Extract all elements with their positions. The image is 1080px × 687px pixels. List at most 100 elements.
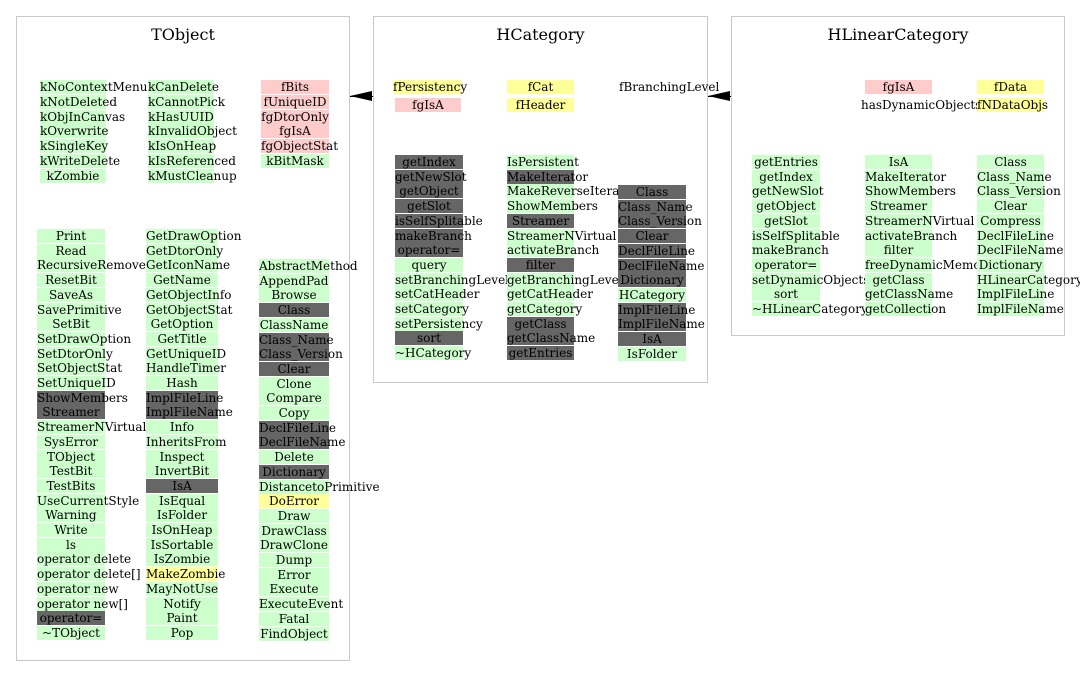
method-item: InvertBit (146, 464, 218, 479)
method-item: SetDtorOnly (37, 346, 113, 361)
method-item: ExecuteEvent (259, 597, 344, 612)
method-item: ImplFileLine (977, 287, 1055, 302)
method-item: Write (37, 523, 105, 537)
arrowhead-icon (350, 91, 372, 101)
method-item: getNewSlot (395, 169, 467, 184)
data-member: fBits (261, 80, 329, 94)
data-member: fgDtorOnly (261, 109, 329, 124)
method-item: MakeIterator (507, 169, 589, 184)
method-item: ImplFileLine (618, 302, 696, 317)
method-item: getEntries (507, 346, 574, 361)
method-item: SetObjectStat (37, 361, 123, 376)
method-item: Class_Name (977, 169, 1052, 184)
enum-item: kMustCleanup (148, 168, 237, 183)
method-item: GetObjectStat (146, 302, 233, 317)
method-item: StreamerNVirtual (37, 420, 147, 435)
method-item: Streamer (865, 199, 932, 214)
method-item: getCollection (865, 302, 947, 316)
method-item: DrawClass (259, 523, 329, 538)
method-item: operator delete (37, 552, 132, 567)
method-item: getBranchingLevel (507, 272, 623, 287)
method-item: MakeIterator (865, 169, 947, 184)
method-item: HCategory (618, 287, 686, 302)
method-item: getCategory (507, 302, 583, 316)
method-item: IsZombie (146, 552, 218, 567)
method-item: IsA (618, 332, 686, 346)
method-item: AppendPad (259, 273, 329, 288)
method-item: operator new[] (37, 596, 128, 611)
method-item: getSlot (752, 213, 820, 228)
method-item: setBranchingLevel (395, 272, 510, 287)
method-item: SaveAs (37, 287, 105, 302)
method-item: Hash (146, 376, 218, 390)
method-item: Fatal (259, 611, 329, 626)
data-member: fNDataObjs (977, 98, 1049, 112)
enum-item: kNotDeleted (40, 94, 118, 109)
method-item: operator new (37, 581, 119, 596)
method-item: isSelfSplitable (395, 213, 483, 228)
method-item: IsOnHeap (146, 523, 218, 537)
method-item: Pop (146, 625, 218, 640)
method-item: Warning (37, 508, 105, 523)
method-item: setDynamicObjects (752, 272, 870, 287)
method-item: Execute (259, 582, 329, 597)
method-item: ls (37, 537, 105, 552)
method-item: freeDynamicMemory (865, 257, 994, 272)
enum-item: kNoContextMenu (40, 80, 148, 94)
method-item: getClass (507, 316, 574, 331)
method-item: ~HCategory (395, 346, 472, 361)
method-item: Class (618, 185, 686, 199)
method-item: InheritsFrom (146, 434, 227, 449)
method-item: Class_Name (618, 199, 693, 214)
method-item: setCatHeader (395, 287, 480, 302)
method-item: Clear (977, 199, 1044, 214)
method-item: IsEqual (146, 493, 218, 508)
method-item: Dump (259, 553, 329, 567)
data-member: fgIsA (261, 124, 329, 139)
method-item: GetObjectInfo (146, 287, 232, 302)
method-item: activateBranch (865, 228, 958, 243)
method-item: getIndex (395, 155, 463, 169)
method-item: AbstractMethod (259, 259, 358, 273)
enum-item: kZombie (40, 168, 106, 183)
method-item: getObject (395, 184, 463, 199)
enum-item: kOverwrite (40, 124, 109, 139)
enum-item: kCanDelete (148, 80, 219, 94)
enum-item: kIsOnHeap (148, 139, 217, 154)
method-item: IsA (865, 155, 932, 169)
method-item: MayNotUse (146, 581, 219, 596)
method-item: getIndex (752, 169, 820, 184)
data-member: fUniqueID (261, 94, 329, 109)
method-item: StreamerNVirtual (507, 228, 617, 243)
method-item: UseCurrentStyle (37, 493, 140, 508)
method-item: makeBranch (395, 228, 472, 243)
method-item: TestBits (37, 478, 105, 493)
method-item: setCategory (395, 302, 469, 316)
method-item: TestBit (37, 464, 105, 479)
method-item: IsFolder (146, 508, 218, 523)
method-item: MakeReverseIterator (507, 184, 638, 199)
method-item: GetUniqueID (146, 346, 227, 361)
method-item: Dictionary (618, 273, 686, 288)
method-item: Compare (259, 391, 329, 406)
enum-item: kInvalidObject (148, 124, 237, 139)
method-item: SavePrimitive (37, 302, 122, 317)
method-item: Compress (977, 213, 1044, 228)
method-item: DeclFileName (259, 435, 346, 450)
method-item: operator delete[] (37, 567, 141, 582)
method-item: ShowMembers (37, 390, 128, 405)
method-item: setPersistency (395, 316, 483, 331)
enum-item: kObjInCanvas (40, 109, 126, 124)
method-item: DoError (259, 494, 329, 509)
method-item: Streamer (37, 405, 105, 420)
method-item: getEntries (752, 155, 820, 169)
method-item: ImplFileName (618, 317, 705, 332)
method-item: Class_Version (618, 214, 702, 229)
enum-item: kCannotPick (148, 94, 226, 109)
method-item: GetOption (146, 317, 218, 332)
method-item: ~HLinearCategory (752, 302, 868, 316)
enum-item: kWriteDelete (40, 154, 121, 168)
method-item: Read (37, 243, 105, 258)
method-item: DistancetoPrimitive (259, 479, 380, 494)
method-item: getClassName (865, 287, 954, 302)
